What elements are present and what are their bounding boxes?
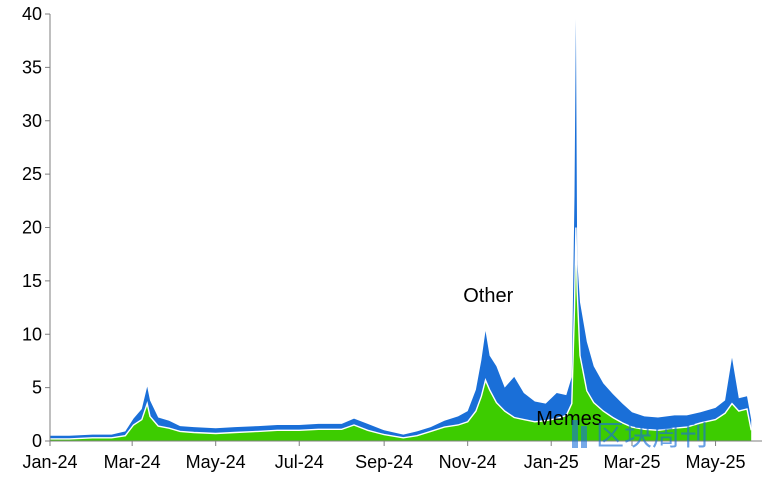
y-tick-label: 5 xyxy=(32,378,42,398)
x-tick-label: Sep-24 xyxy=(355,452,413,472)
x-tick-label: Mar-24 xyxy=(104,452,161,472)
y-tick-label: 10 xyxy=(22,324,42,344)
y-tick-label: 0 xyxy=(32,431,42,451)
x-tick-label: May-24 xyxy=(186,452,246,472)
y-tick-label: 20 xyxy=(22,218,42,238)
x-tick-label: Jan-24 xyxy=(22,452,77,472)
x-tick-label: May-25 xyxy=(686,452,746,472)
series-separator-line xyxy=(50,227,752,440)
area-memes xyxy=(50,227,752,441)
watermark-text: 区块周刊 xyxy=(596,419,708,452)
x-axis-ticks: Jan-24 Mar-24 May-24 Jul-24 Sep-24 Nov-24 Jan-… xyxy=(22,441,746,472)
series-areas xyxy=(50,19,752,441)
watermark-logo: 区块周刊 xyxy=(572,419,708,452)
series-annotations: Other Memes xyxy=(463,285,602,430)
annotation-other: Other xyxy=(463,285,513,307)
y-axis-ticks: 0 5 10 15 20 25 30 35 40 xyxy=(22,4,50,451)
y-tick-label: 25 xyxy=(22,164,42,184)
x-tick-label: Mar-25 xyxy=(604,452,661,472)
y-tick-label: 35 xyxy=(22,57,42,77)
annotation-memes: Memes xyxy=(536,408,602,430)
x-tick-label: Jan-25 xyxy=(524,452,579,472)
area-other xyxy=(50,19,752,439)
watermark-mark-bar-1 xyxy=(572,420,578,448)
x-tick-label: Jul-24 xyxy=(275,452,324,472)
y-tick-label: 15 xyxy=(22,271,42,291)
y-tick-label: 40 xyxy=(22,4,42,24)
x-tick-label: Nov-24 xyxy=(439,452,497,472)
chart-axes xyxy=(49,14,762,442)
watermark-mark-bar-2 xyxy=(581,426,587,448)
y-tick-label: 30 xyxy=(22,111,42,131)
